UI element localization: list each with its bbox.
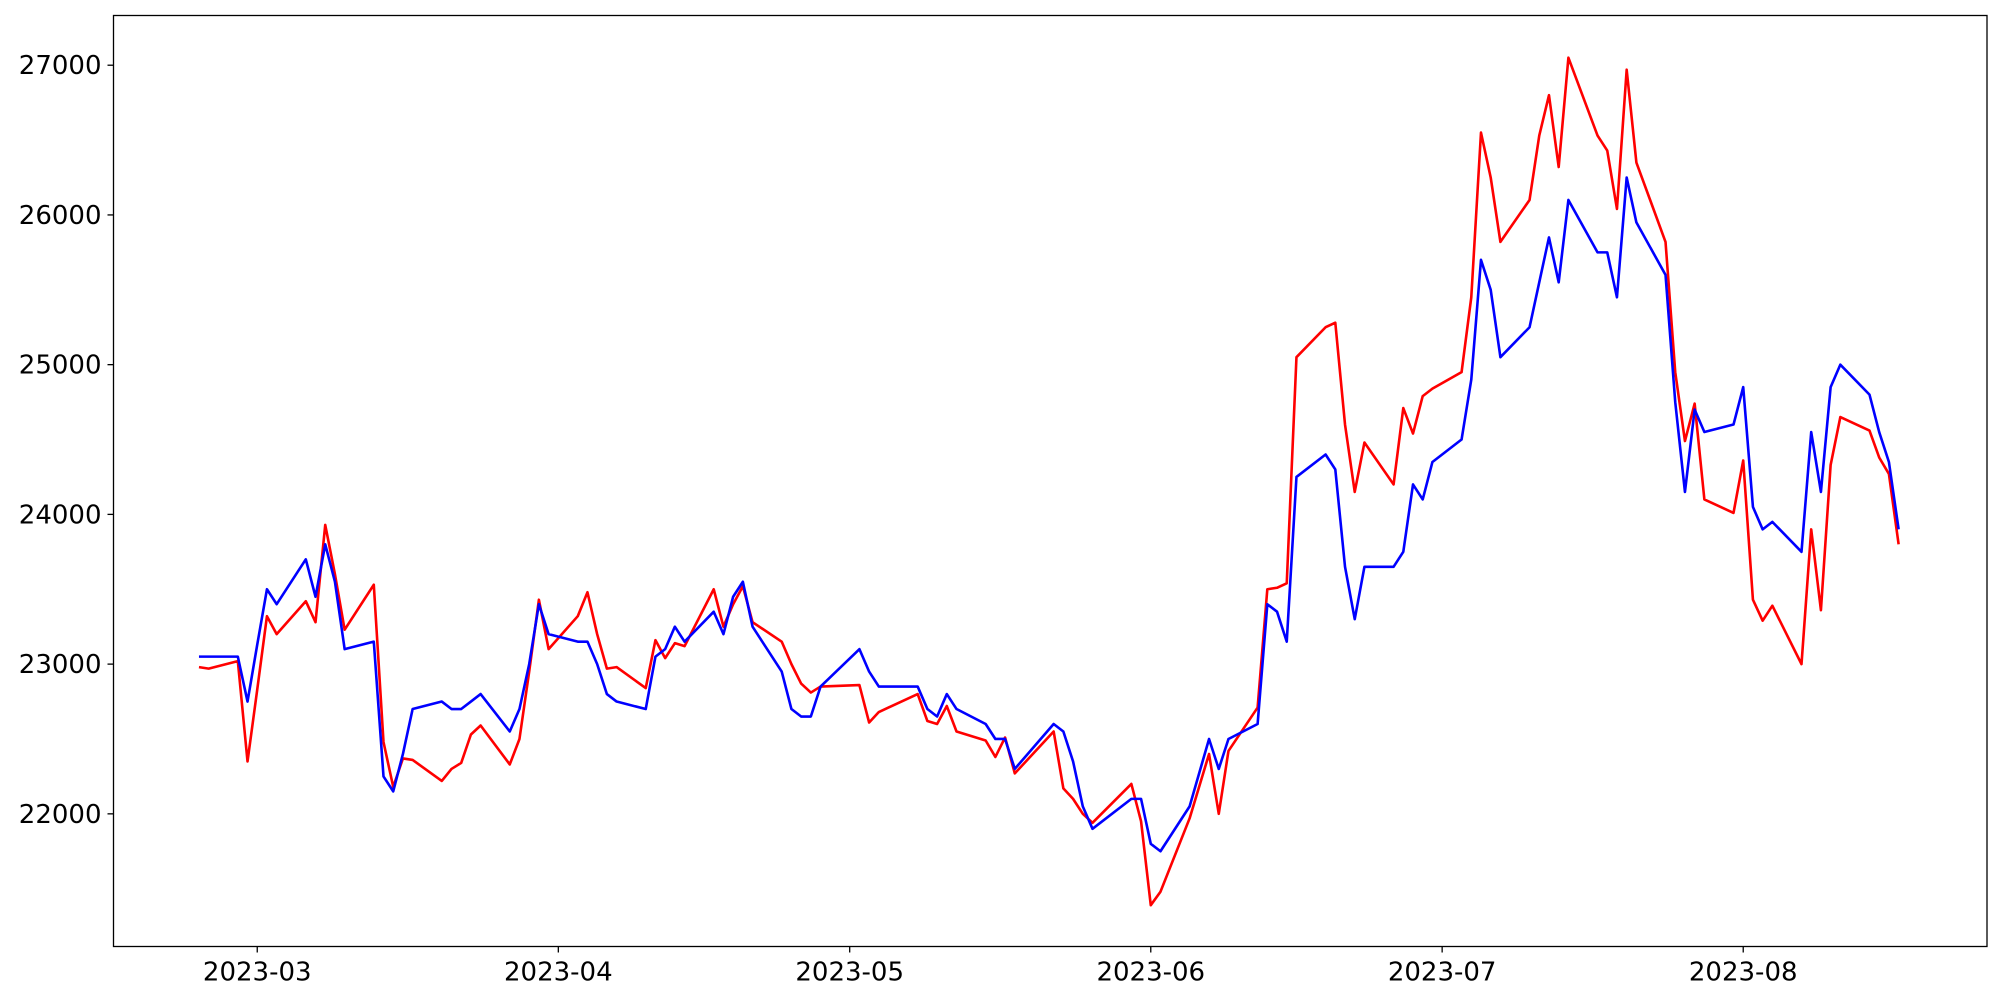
series-line (198, 56, 1900, 907)
y-tick-label: 22000 (19, 800, 102, 830)
x-tick-label: 2023-07 (1388, 958, 1497, 988)
series-line (198, 176, 1900, 853)
y-tick-label: 26000 (19, 201, 102, 231)
x-tick-label: 2023-05 (795, 958, 904, 988)
plot-frame (112, 14, 1988, 948)
x-tick-label: 2023-08 (1689, 958, 1798, 988)
y-tick-label: 25000 (19, 351, 102, 381)
y-tick-label: 27000 (19, 51, 102, 81)
y-tick-label: 24000 (19, 500, 102, 530)
x-tick-label: 2023-03 (203, 958, 312, 988)
y-tick-label: 23000 (19, 650, 102, 680)
x-tick-label: 2023-06 (1096, 958, 1205, 988)
x-tick-label: 2023-04 (504, 958, 613, 988)
